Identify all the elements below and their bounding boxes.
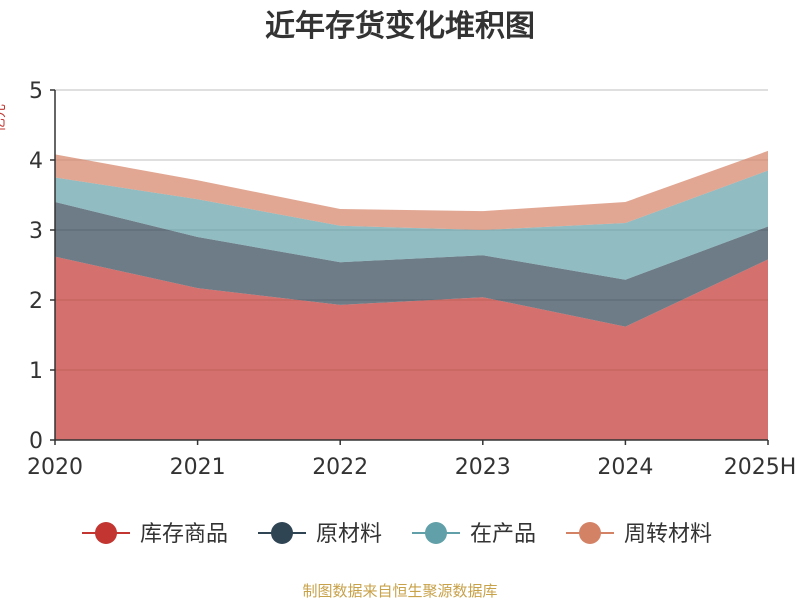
x-tick-label-0: 2020 [27, 455, 83, 480]
legend-item-0[interactable]: 库存商品 [82, 522, 228, 547]
y-tick-label-2: 2 [29, 289, 43, 314]
area-series-3 [55, 150, 768, 230]
y-tick-label-4: 4 [29, 149, 43, 174]
axes [50, 89, 769, 445]
y-tick-label-0: 0 [29, 429, 43, 454]
y-tick-label-1: 1 [29, 359, 43, 384]
source-note: 制图数据来自恒生聚源数据库 [302, 582, 497, 600]
y-tick-labels: 0 1 2 3 4 5 [29, 79, 43, 454]
legend-label-3: 周转材料 [624, 522, 712, 547]
legend-marker-3 [579, 522, 601, 544]
legend-item-2[interactable]: 在产品 [412, 522, 536, 547]
legend-label-1: 原材料 [316, 522, 382, 547]
legend-item-3[interactable]: 周转材料 [566, 522, 712, 547]
x-tick-label-1: 2021 [170, 455, 226, 480]
legend-label-0: 库存商品 [140, 522, 228, 547]
y-tick-label-5: 5 [29, 79, 43, 104]
area-series-0 [55, 256, 768, 440]
legend: 库存商品 原材料 在产品 周转材料 [82, 522, 712, 547]
legend-marker-2 [425, 522, 447, 544]
area-series-layer [55, 150, 768, 440]
x-tick-label-2: 2022 [312, 455, 368, 480]
x-tick-labels: 2020 2021 2022 2023 2024 2025H [27, 455, 796, 480]
x-tick-label-4: 2024 [597, 455, 653, 480]
y-tick-label-3: 3 [29, 219, 43, 244]
legend-item-1[interactable]: 原材料 [258, 522, 382, 547]
legend-marker-0 [95, 522, 117, 544]
legend-marker-1 [271, 522, 293, 544]
x-tick-label-3: 2023 [455, 455, 511, 480]
y-axis-label: 亿元 [0, 104, 8, 132]
x-tick-label-5: 2025H [724, 455, 797, 480]
legend-label-2: 在产品 [470, 522, 536, 547]
chart-title: 近年存货变化堆积图 [265, 9, 535, 44]
area-series-1 [55, 202, 768, 327]
area-series-2 [55, 170, 768, 280]
